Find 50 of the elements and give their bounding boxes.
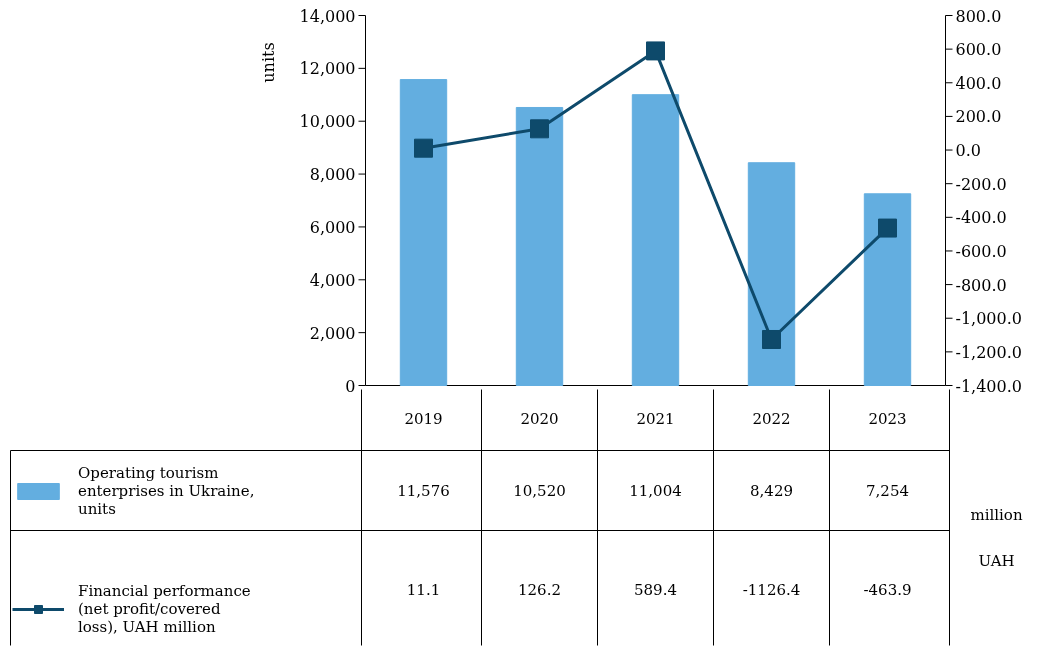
bar xyxy=(515,106,564,386)
y2-tick-label: -1,000.0 xyxy=(955,309,1022,329)
legend-label: Operating tourism enterprises in Ukraine, units xyxy=(78,464,255,518)
data-label: 11.1 xyxy=(406,581,441,599)
data-label: 7,254 xyxy=(866,482,909,500)
data-label: 11,576 xyxy=(397,482,450,500)
point xyxy=(530,119,549,139)
y-tick-label: 4,000 xyxy=(309,270,356,290)
y-tick-label: 0 xyxy=(345,376,356,396)
x-tick-label: 2022 xyxy=(752,409,791,428)
y-tick-label: 6,000 xyxy=(309,217,356,237)
data-label: 126.2 xyxy=(518,581,561,599)
data-label: 589.4 xyxy=(634,581,677,599)
y2-tick-label: 400.0 xyxy=(955,73,1002,93)
data-label: -463.9 xyxy=(863,581,912,599)
data-label: 11,004 xyxy=(629,482,682,500)
y-axis-title: units xyxy=(259,42,278,83)
y-tick-label: 14,000 xyxy=(299,6,356,26)
bar xyxy=(863,193,912,386)
y2-tick-label: -1,200.0 xyxy=(955,342,1022,362)
point xyxy=(646,41,665,61)
y2-tick-label: 600.0 xyxy=(955,40,1002,60)
data-label: 8,429 xyxy=(750,482,793,500)
y2-tick-label: 800.0 xyxy=(955,6,1002,26)
y-tick-label: 2,000 xyxy=(309,323,356,343)
y2-tick-label: 0.0 xyxy=(955,141,981,161)
text: UAH xyxy=(978,551,1015,570)
y2-tick-label: -400.0 xyxy=(955,208,1007,228)
point xyxy=(878,218,897,238)
bar xyxy=(747,162,796,386)
y2-tick-label: -600.0 xyxy=(955,241,1007,261)
point xyxy=(762,329,781,349)
y-tick-label: 10,000 xyxy=(299,112,356,132)
x-tick-label: 2020 xyxy=(520,409,559,428)
y-tick-label: 8,000 xyxy=(309,165,356,185)
legend-label: Financial performance (net profit/covered loss), UAH million xyxy=(78,582,251,636)
y2-tick-label: 200.0 xyxy=(955,107,1002,127)
y2-tick-label: -200.0 xyxy=(955,174,1007,194)
data-label: 10,520 xyxy=(513,482,566,500)
y2-tick-label: -800.0 xyxy=(955,275,1007,295)
y-tick-label: 12,000 xyxy=(299,59,356,79)
x-tick-label: 2019 xyxy=(404,409,443,428)
text: million xyxy=(970,505,1023,524)
data-label: -1126.4 xyxy=(742,581,801,599)
x-tick-label: 2021 xyxy=(636,409,675,428)
bar xyxy=(631,94,680,386)
y2-tick-label: -1,400.0 xyxy=(955,376,1022,396)
point xyxy=(414,138,433,158)
x-tick-label: 2023 xyxy=(868,409,907,428)
bar xyxy=(399,79,448,386)
